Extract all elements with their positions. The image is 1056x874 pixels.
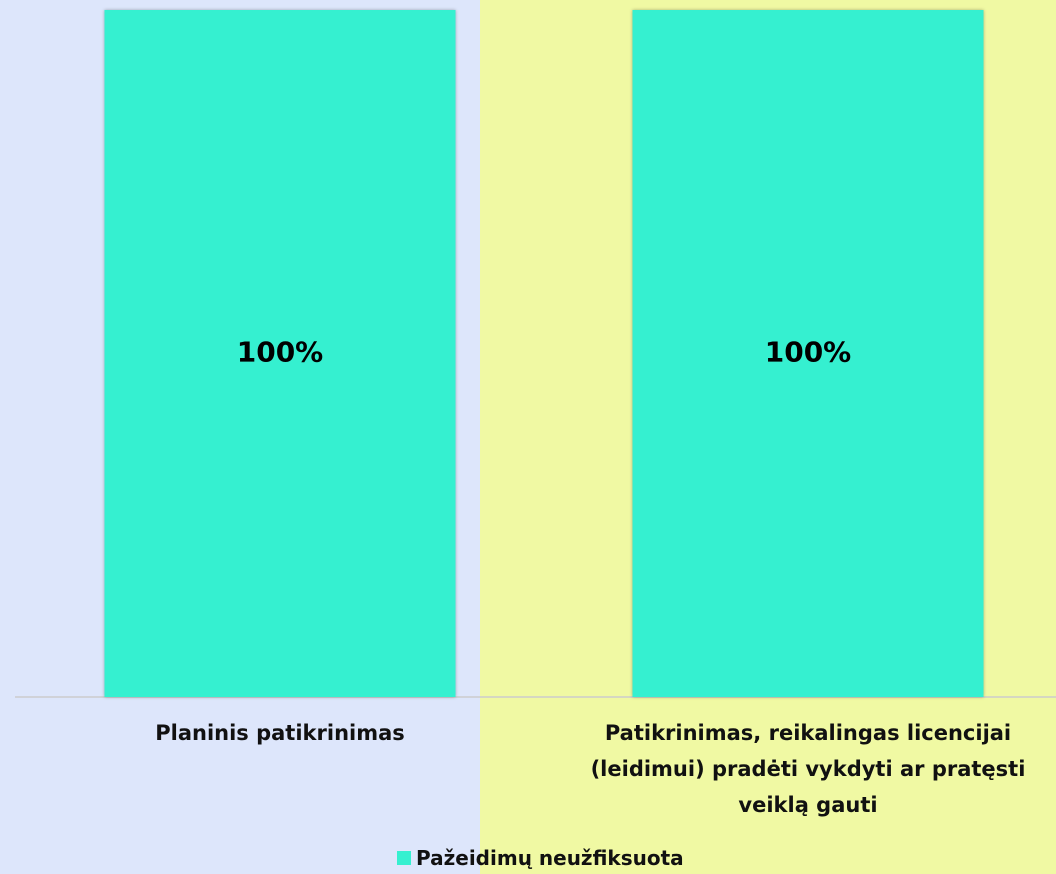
value-label: 100% [237,336,324,369]
bar [104,10,456,697]
legend-label: Pažeidimų neužfiksuota [416,846,684,870]
bar [632,10,984,697]
legend: Pažeidimų neužfiksuota [397,846,684,870]
x-tick-label: Patikrinimas, reikalingas licencijai (le… [590,721,1026,817]
x-tick-label: Planinis patikrinimas [155,721,405,745]
legend-swatch [397,851,411,865]
value-label: 100% [765,336,852,369]
